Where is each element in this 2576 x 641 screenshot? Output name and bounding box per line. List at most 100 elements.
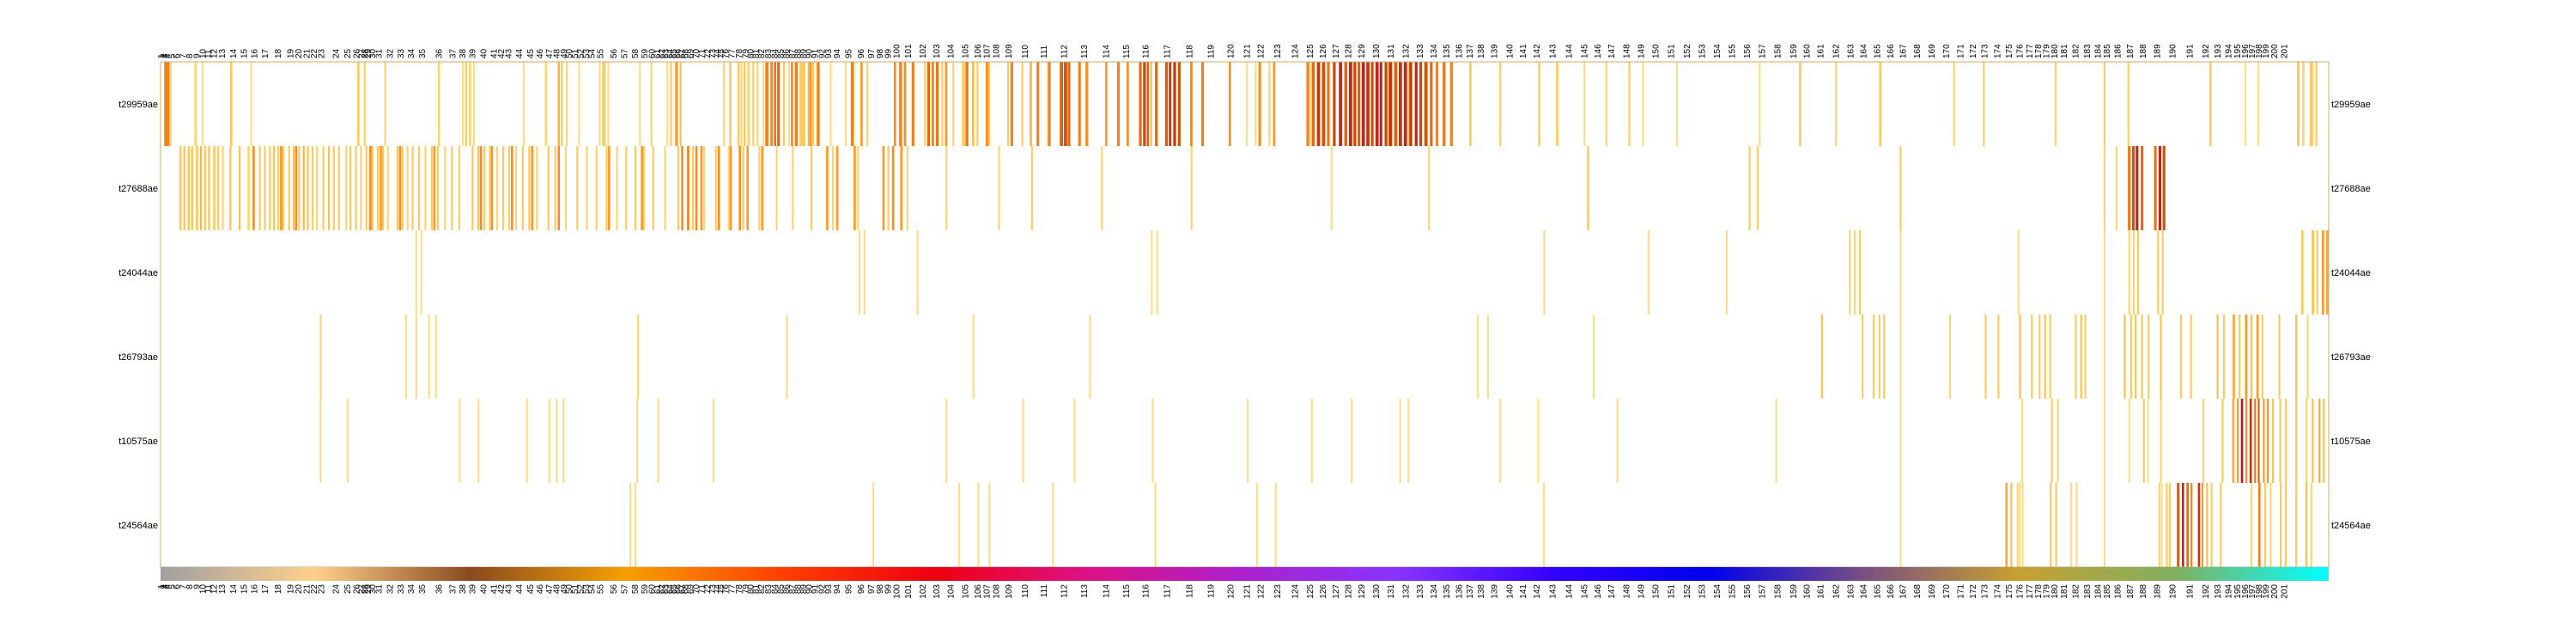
heatmap-cell bbox=[1306, 62, 1309, 146]
x-tick-label-bottom: 17 bbox=[261, 584, 270, 595]
heatmap-cell bbox=[2284, 483, 2287, 567]
x-tick-label-top: 29 bbox=[364, 48, 374, 58]
x-tick-label-bottom: 135 bbox=[1443, 584, 1452, 599]
heatmap-cell bbox=[2186, 483, 2189, 567]
x-tick-label-bottom: 199 bbox=[2262, 584, 2271, 599]
x-tick-label-top: 161 bbox=[1817, 44, 1826, 58]
x-tick-label-top: 189 bbox=[2154, 44, 2163, 58]
heatmap-cell bbox=[1268, 62, 1271, 146]
heatmap-cell bbox=[1430, 62, 1433, 146]
heatmap-cell bbox=[1387, 62, 1390, 146]
x-tick-label-bottom: 168 bbox=[1913, 584, 1923, 599]
x-tick-label-top: 94 bbox=[833, 48, 842, 58]
x-tick-label-top: 64 bbox=[665, 48, 675, 58]
x-tick-label-bottom: 20 bbox=[295, 584, 304, 595]
category-band bbox=[161, 567, 2329, 581]
heatmap-cell bbox=[903, 62, 907, 146]
x-tick-label-bottom: 189 bbox=[2154, 584, 2163, 599]
heatmap-cell bbox=[1273, 62, 1276, 146]
x-tick-label-top: 200 bbox=[2270, 44, 2280, 58]
heatmap-cell bbox=[1428, 146, 1431, 230]
heatmap-cell bbox=[1407, 62, 1410, 146]
x-tick-label-bottom: 177 bbox=[2026, 584, 2035, 599]
heatmap-cell bbox=[829, 62, 832, 146]
heatmap-cell bbox=[424, 146, 427, 230]
heatmap-cell bbox=[1127, 62, 1129, 146]
heatmap-cell bbox=[1883, 314, 1886, 399]
heatmap-cell bbox=[547, 146, 550, 230]
heatmap-cell bbox=[1048, 62, 1051, 146]
x-tick-label-bottom: 32 bbox=[386, 584, 395, 595]
heatmap-cell bbox=[927, 62, 931, 146]
heatmap-cell bbox=[2160, 399, 2162, 483]
x-tick-label-top: 84 bbox=[770, 48, 780, 58]
heatmap-cell bbox=[695, 146, 698, 230]
x-tick-label-bottom: 107 bbox=[983, 584, 993, 599]
x-tick-label-bottom: 66 bbox=[673, 584, 683, 595]
x-tick-label-bottom: 79 bbox=[741, 584, 750, 595]
heatmap-cell bbox=[355, 146, 357, 230]
x-tick-label-top: 81 bbox=[752, 48, 762, 58]
x-tick-label-top: 80 bbox=[747, 48, 756, 58]
heatmap-cell bbox=[1366, 62, 1370, 146]
x-tick-label-bottom: 112 bbox=[1060, 584, 1070, 598]
x-tick-label-bottom: 162 bbox=[1832, 584, 1841, 599]
x-tick-label-bottom: 145 bbox=[1580, 584, 1589, 599]
x-tick-label-bottom: 139 bbox=[1490, 584, 1499, 599]
heatmap-cell bbox=[511, 146, 513, 230]
heatmap-cell bbox=[346, 399, 349, 483]
heatmap-cell bbox=[501, 146, 505, 230]
x-tick-label-bottom: 41 bbox=[489, 584, 499, 595]
heatmap-cell bbox=[972, 314, 975, 399]
x-tick-label-bottom: 118 bbox=[1186, 584, 1195, 598]
heatmap-cell bbox=[2318, 399, 2321, 483]
heatmap-cell bbox=[1154, 483, 1157, 567]
heatmap-cell bbox=[723, 62, 726, 146]
heatmap-cell bbox=[357, 62, 360, 146]
x-tick-label-top: 132 bbox=[1402, 44, 1412, 58]
heatmap-cell bbox=[1388, 62, 1393, 146]
row-label-left: t10575ae bbox=[118, 436, 158, 447]
x-tick-label-top: 152 bbox=[1683, 44, 1692, 58]
x-tick-label-top: 102 bbox=[919, 44, 928, 58]
heatmap-cell bbox=[521, 146, 524, 230]
x-tick-label-bottom: 81 bbox=[752, 584, 762, 595]
heatmap-cell bbox=[2232, 399, 2235, 483]
heatmap-cell bbox=[396, 146, 398, 230]
heatmap-cell bbox=[332, 146, 335, 230]
heatmap-cell bbox=[985, 62, 988, 146]
heatmap-cell bbox=[490, 146, 494, 230]
x-tick-label-bottom: 65 bbox=[670, 584, 679, 595]
heatmap-cell bbox=[415, 230, 417, 314]
heatmap-cell bbox=[2147, 399, 2149, 483]
heatmap-cell bbox=[1858, 230, 1862, 314]
x-tick-label-bottom: 179 bbox=[2042, 584, 2051, 599]
heatmap-cell bbox=[1351, 399, 1353, 483]
heatmap-cell bbox=[2182, 483, 2184, 567]
heatmap-cell bbox=[557, 146, 561, 230]
x-tick-label-bottom: 106 bbox=[974, 584, 983, 599]
heatmap-cell bbox=[298, 146, 301, 230]
x-tick-label-bottom: 91 bbox=[811, 584, 820, 595]
heatmap-cell bbox=[1587, 146, 1589, 230]
heatmap-cell bbox=[2250, 314, 2253, 399]
x-tick-label-top: 100 bbox=[893, 44, 902, 58]
heatmap-cell bbox=[899, 62, 902, 146]
x-tick-label-bottom: 174 bbox=[1993, 584, 2002, 599]
x-tick-label-top: 124 bbox=[1291, 44, 1301, 58]
heatmap-cell bbox=[774, 62, 777, 146]
heatmap-cell bbox=[2103, 483, 2106, 567]
heatmap-cell bbox=[1139, 62, 1142, 146]
x-tick-label-bottom: 29 bbox=[364, 584, 374, 595]
x-tick-label-bottom: 184 bbox=[2093, 584, 2103, 599]
x-tick-label-top: 43 bbox=[504, 48, 513, 58]
heatmap-cell bbox=[2190, 314, 2192, 399]
x-tick-label-bottom: 1 bbox=[157, 584, 167, 589]
x-tick-label-top: 201 bbox=[2280, 44, 2289, 58]
x-tick-label-bottom: 22 bbox=[310, 584, 319, 595]
x-tick-label-bottom: 53 bbox=[582, 584, 592, 595]
x-tick-label-bottom: 43 bbox=[504, 584, 513, 595]
heatmap-cell bbox=[2257, 62, 2260, 146]
heatmap-cell bbox=[557, 62, 561, 146]
x-tick-label-top: 186 bbox=[2113, 44, 2123, 58]
